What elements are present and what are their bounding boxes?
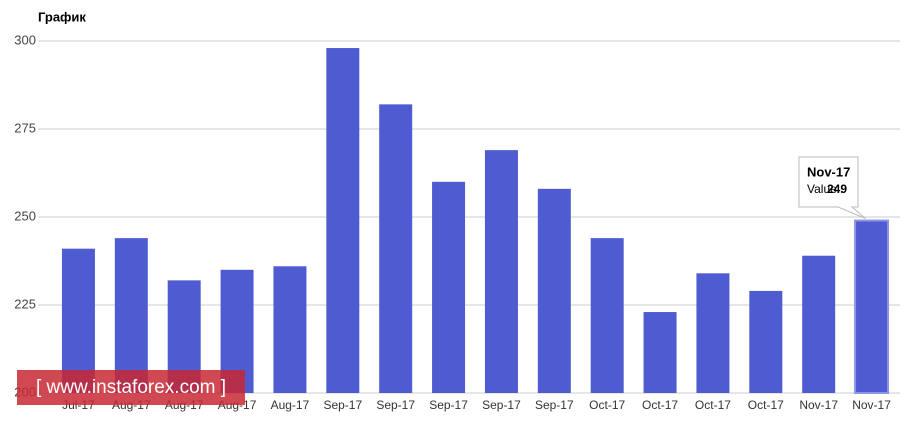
- bar: [643, 312, 677, 393]
- bar: [696, 273, 730, 393]
- x-tick-label: Sep-17: [429, 398, 468, 412]
- y-tick-label: 300: [14, 32, 36, 47]
- bar: [802, 255, 836, 393]
- x-tick-label: Oct-17: [748, 398, 784, 412]
- tooltip-box: [798, 156, 866, 219]
- y-tick-label: 225: [14, 296, 36, 311]
- bar: [379, 104, 413, 394]
- x-tick-label: Sep-17: [482, 398, 521, 412]
- bar: [854, 219, 890, 394]
- x-tick-label: Nov-17: [852, 398, 891, 412]
- bar: [537, 188, 571, 393]
- x-tick-label: Oct-17: [642, 398, 678, 412]
- tooltip-value: 249: [827, 182, 847, 196]
- chart-title: График: [38, 9, 86, 24]
- bar: [326, 48, 360, 393]
- bar: [273, 266, 307, 393]
- watermark-box: [17, 370, 245, 405]
- bar: [114, 238, 148, 393]
- bar: [61, 248, 95, 393]
- x-tick-label: Oct-17: [695, 398, 731, 412]
- bar: [590, 238, 624, 393]
- bar: [484, 150, 518, 393]
- x-tick-label: Sep-17: [376, 398, 415, 412]
- x-tick-label: Oct-17: [589, 398, 625, 412]
- x-tick-label: Aug-17: [271, 398, 310, 412]
- x-tick-label: Sep-17: [535, 398, 574, 412]
- tooltip-category: Nov-17: [807, 164, 850, 179]
- x-tick-label: Nov-17: [799, 398, 838, 412]
- tooltip-label: Value.:: [807, 182, 843, 196]
- x-tick-label: Sep-17: [323, 398, 362, 412]
- watermark: [ www.instaforex.com ]: [36, 377, 226, 398]
- bar: [749, 290, 783, 393]
- y-tick-label: 250: [14, 208, 36, 223]
- y-tick-label: 275: [14, 120, 36, 135]
- bar: [432, 181, 466, 393]
